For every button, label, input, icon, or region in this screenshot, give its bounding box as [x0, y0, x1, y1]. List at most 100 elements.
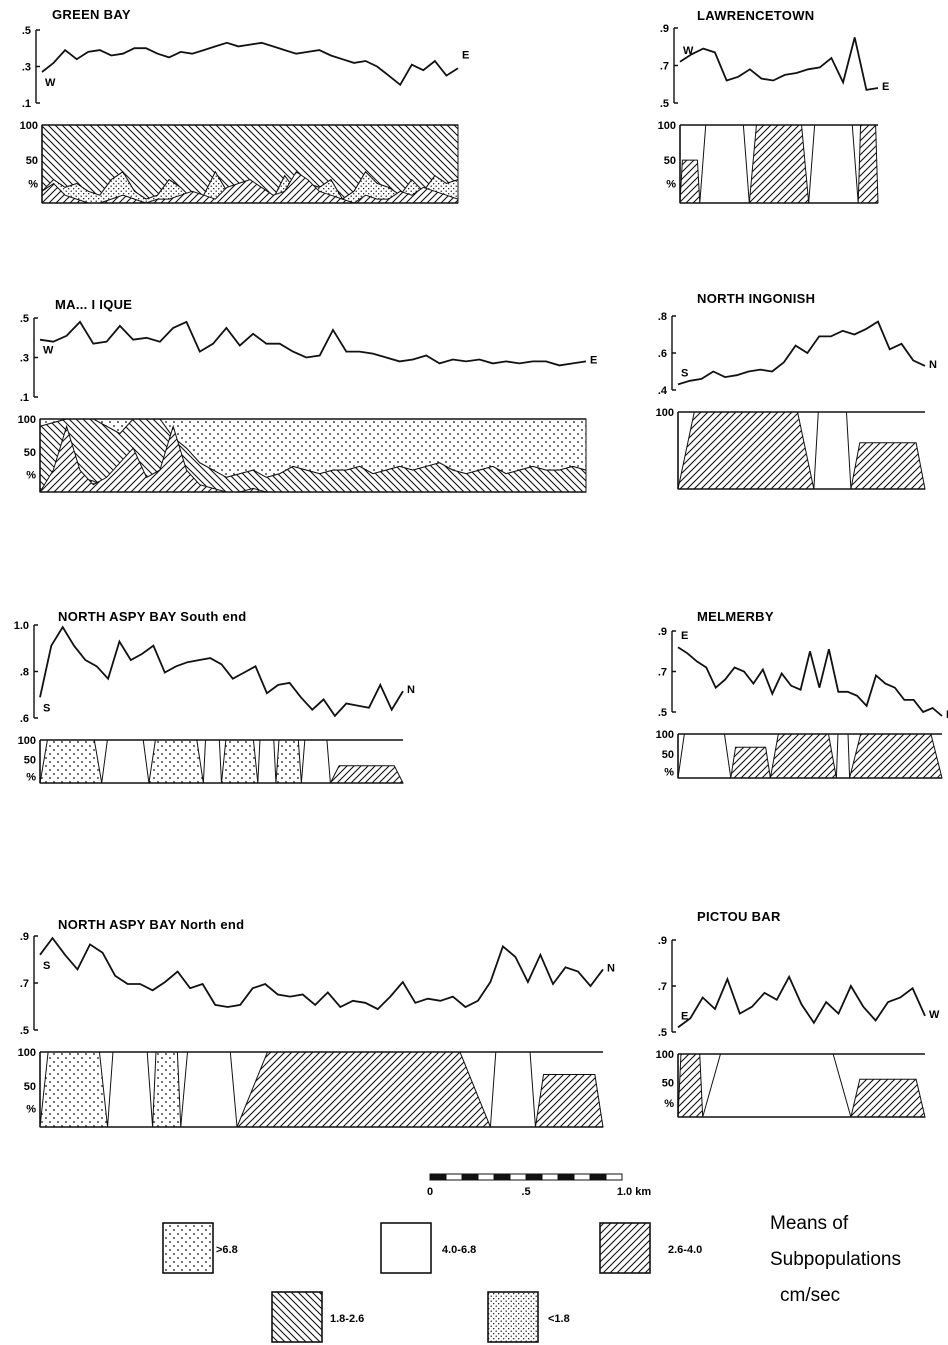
composition-band [699, 124, 750, 204]
panel-title: NORTH ASPY BAY North end [58, 917, 244, 932]
panel-title: MELMERBY [697, 609, 774, 624]
percent-axis-label: % [664, 1098, 674, 1110]
panel-3: NORTH INGONISH .8 .6 .4 S N 100 [656, 291, 937, 490]
scale-tick: 1.0 km [617, 1186, 651, 1198]
panel-title: LAWRENCETOWN [697, 8, 814, 23]
mean-velocity-line [679, 37, 879, 91]
y-tick-label: .5 [660, 98, 669, 110]
percent-axis-label: 50 [664, 155, 676, 167]
y-tick-label: .5 [22, 25, 31, 37]
y-tick-label: .3 [20, 353, 29, 365]
end-direction-label: N [407, 684, 415, 696]
mean-velocity-line [677, 974, 926, 1029]
scale-bar-segment [525, 1173, 543, 1181]
line-axis [671, 939, 676, 1033]
line-axis [671, 630, 676, 713]
percent-axis-label: 100 [20, 120, 38, 132]
end-direction-label: E [882, 81, 889, 93]
composition-band [677, 411, 815, 490]
panel-title: NORTH ASPY BAY South end [58, 609, 247, 624]
composition-chart [677, 411, 926, 490]
y-tick-label: .9 [660, 23, 669, 35]
start-direction-label: W [43, 345, 54, 357]
percent-axis-label: 100 [18, 414, 36, 426]
line-axis [33, 624, 38, 719]
percent-axis-label: 50 [24, 1081, 36, 1093]
composition-frame [39, 739, 403, 784]
start-direction-label: W [683, 45, 694, 57]
percent-axis-label: 50 [24, 754, 36, 766]
composition-band [677, 1053, 704, 1118]
composition-band [730, 746, 771, 779]
composition-band [489, 1051, 536, 1128]
legend-label: 4.0-6.8 [442, 1244, 476, 1256]
mean-velocity-line [39, 625, 404, 718]
scale-tick: .5 [521, 1186, 530, 1198]
composition-chart [39, 1051, 604, 1128]
legend-caption-line: cm/sec [780, 1285, 840, 1306]
scale-bar-segment [589, 1173, 607, 1181]
composition-band [148, 739, 204, 784]
panel-1: LAWRENCETOWN .9 .7 .5 W E 100 50% [658, 8, 889, 204]
start-direction-label: S [43, 960, 50, 972]
y-tick-label: .7 [658, 981, 667, 993]
line-axis [671, 315, 676, 391]
line-axis [33, 317, 38, 398]
percent-axis-label: 100 [18, 1047, 36, 1059]
panel-title: GREEN BAY [52, 7, 131, 22]
composition-band [101, 739, 150, 784]
percent-axis-label: % [26, 469, 36, 481]
legend-caption-line: Subpopulations [770, 1249, 901, 1270]
scale-bar-segment [541, 1173, 559, 1181]
y-tick-label: 1.0 [14, 620, 29, 632]
scale-bar-segment [573, 1173, 591, 1181]
percent-axis-label: 50 [24, 447, 36, 459]
percent-axis-label: % [26, 1104, 36, 1116]
y-tick-label: .6 [658, 348, 667, 360]
scale-bar-segment [605, 1173, 623, 1181]
percent-axis-label: 50 [662, 1077, 674, 1089]
mean-velocity-line [39, 936, 604, 1011]
percent-axis-label: % [26, 772, 36, 784]
y-tick-label: .5 [658, 707, 667, 719]
start-direction-label: E [681, 1010, 688, 1022]
legend-label: <1.8 [548, 1313, 570, 1325]
legend-swatch-white [380, 1222, 432, 1274]
scale-bar-segment [477, 1173, 495, 1181]
panel-title: PICTOU BAR [697, 909, 781, 924]
mean-velocity-line [41, 41, 459, 87]
legend-label: 1.8-2.6 [330, 1313, 364, 1325]
panel-0: GREEN BAY .5 .3 .1 W E 100 50% [20, 7, 469, 204]
scale-bar: 0 .5 1.0 km [427, 1173, 651, 1198]
y-tick-label: .8 [658, 311, 667, 323]
scale-bar-segment [461, 1173, 479, 1181]
composition-band [41, 171, 459, 204]
panel-2: MA... I IQUE .5 .3 .1 W E 100 50% [18, 297, 597, 493]
composition-band [152, 1051, 182, 1128]
legend-and-scale-layer: 0 .5 1.0 km >6.8 4.0-6.8 2.6-4.0 1.8-2.6 <1.8 Me… [162, 1173, 901, 1343]
scale-bar-segment [445, 1173, 463, 1181]
mean-velocity-line [677, 320, 926, 386]
percent-axis-label: 100 [656, 1049, 674, 1061]
y-tick-label: .3 [22, 62, 31, 74]
composition-band [107, 1051, 154, 1128]
legend-label: >6.8 [216, 1244, 238, 1256]
composition-band [679, 159, 701, 204]
legend-swatch-hatch_back [271, 1291, 323, 1343]
composition-band [329, 765, 404, 784]
percent-axis-label: 100 [656, 729, 674, 741]
start-direction-label: S [681, 367, 688, 379]
y-tick-label: .1 [20, 392, 29, 404]
composition-band [300, 739, 331, 784]
percent-axis-label: 100 [18, 735, 36, 747]
composition-chart [39, 418, 587, 493]
composition-band [702, 1053, 852, 1118]
composition-frame [677, 411, 925, 490]
mean-velocity-line [39, 320, 587, 367]
start-direction-label: E [681, 630, 688, 642]
line-axis [35, 29, 40, 104]
composition-chart [677, 1053, 926, 1118]
composition-band [180, 1051, 238, 1128]
composition-band [813, 411, 852, 490]
percent-axis-label: % [664, 766, 674, 778]
